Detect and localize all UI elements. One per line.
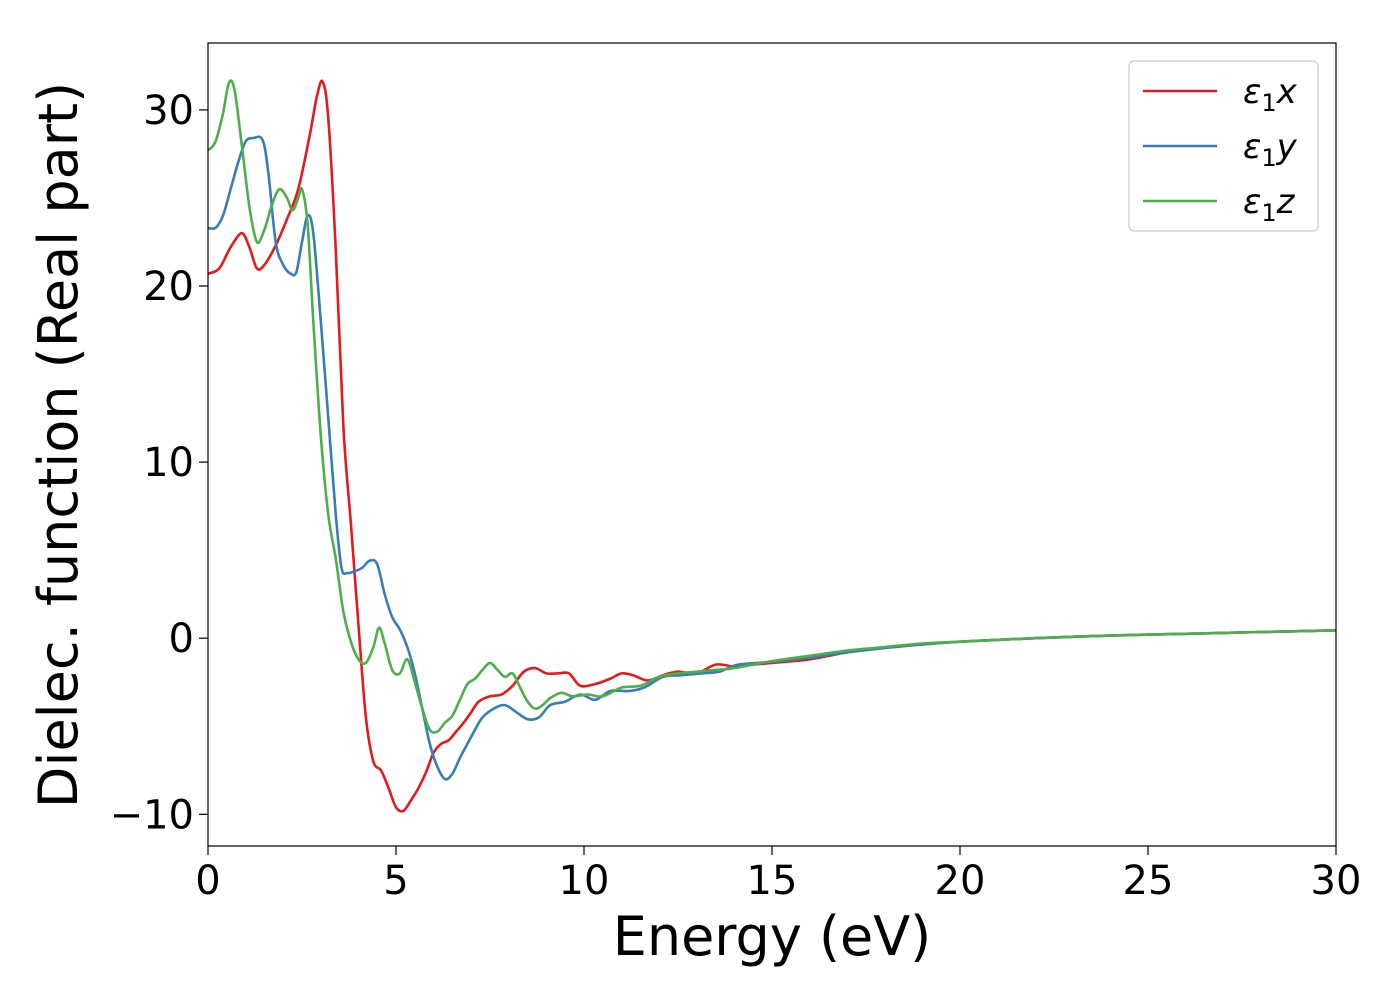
x-tick-label: 10: [559, 858, 610, 904]
y-tick-label: 0: [169, 616, 194, 662]
series-layer: [207, 79, 1337, 813]
x-tick-label: 20: [935, 858, 986, 904]
x-tick-label: 5: [383, 858, 408, 904]
x-axis-label: Energy (eV): [613, 905, 932, 968]
x-tick-label: 0: [195, 858, 220, 904]
x-tick-label: 15: [747, 858, 798, 904]
legend-box: [1128, 60, 1319, 232]
series-line-2: [207, 135, 1337, 781]
y-tick-label: −10: [110, 792, 194, 838]
y-axis-label: Dielec. function (Real part): [27, 82, 90, 808]
legend-label-1: ε1x: [1243, 72, 1298, 117]
x-tick-label: 25: [1123, 858, 1174, 904]
y-tick-label: 20: [143, 264, 194, 310]
x-tick-label: 30: [1311, 858, 1362, 904]
y-tick-label: 10: [143, 440, 194, 486]
y-tick-label: 30: [143, 88, 194, 134]
legend-label-3: ε1z: [1243, 182, 1296, 227]
legend-label-2: ε1y: [1243, 127, 1298, 172]
legend: ε1x ε1y ε1z: [1128, 60, 1319, 232]
series-line-3: [207, 79, 1337, 734]
